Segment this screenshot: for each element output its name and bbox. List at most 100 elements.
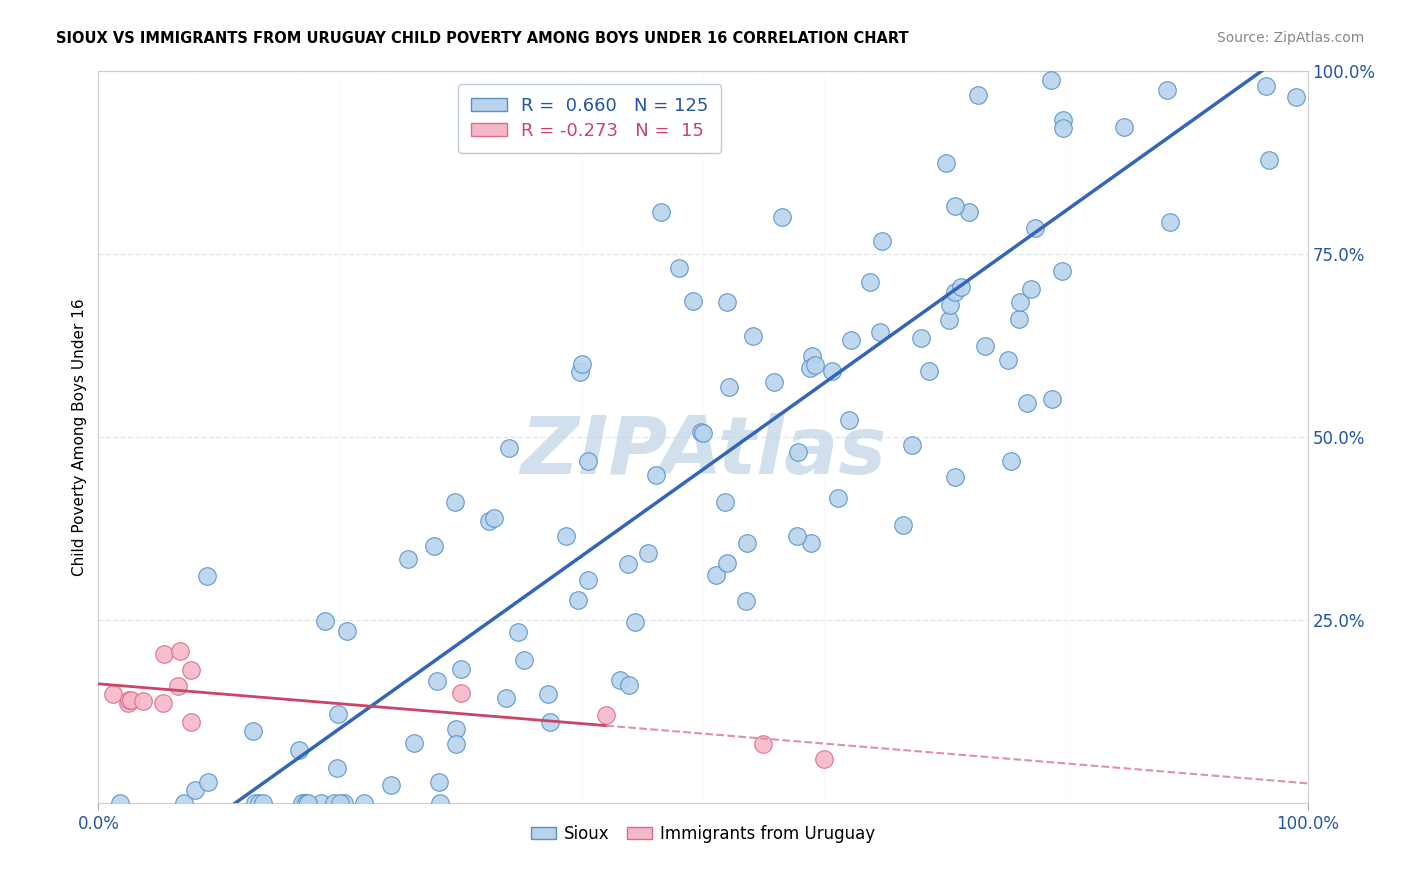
Point (242, 723, 264, 738)
Point (247, 796, 270, 810)
Point (117, 696, 139, 710)
Point (1052, 112, 1074, 127)
Point (839, 333, 862, 347)
Point (1220, 47, 1243, 62)
Point (859, 275, 882, 289)
Point (1000, 454, 1022, 468)
Point (197, 775, 219, 789)
Y-axis label: Child Poverty Among Boys Under 16: Child Poverty Among Boys Under 16 (72, 298, 87, 576)
Point (1010, 294, 1032, 309)
Point (692, 426, 714, 441)
Point (918, 364, 941, 378)
Point (813, 752, 835, 766)
Point (173, 796, 195, 810)
Point (1258, 153, 1281, 168)
Point (770, 211, 793, 225)
Point (957, 205, 980, 219)
Point (478, 514, 501, 528)
Point (650, 205, 672, 219)
Point (422, 539, 444, 553)
Point (131, 694, 153, 708)
Point (329, 796, 352, 810)
Point (943, 199, 966, 213)
Point (537, 687, 560, 701)
Point (713, 494, 735, 508)
Point (294, 796, 316, 810)
Point (167, 679, 190, 693)
Point (869, 325, 891, 339)
Point (103, 687, 125, 701)
Point (1240, 28, 1263, 42)
Point (498, 441, 520, 455)
Point (800, 535, 823, 549)
Point (287, 742, 309, 756)
Point (1121, 45, 1143, 60)
Point (252, 796, 274, 810)
Point (108, 796, 131, 810)
Point (949, 280, 972, 294)
Point (1159, 28, 1181, 42)
Point (624, 615, 647, 630)
Point (1019, 282, 1042, 296)
Point (821, 364, 844, 378)
Point (426, 674, 449, 689)
Point (609, 673, 631, 687)
Point (637, 546, 659, 560)
Point (153, 647, 176, 661)
Point (704, 568, 727, 582)
Point (617, 678, 640, 692)
Point (690, 425, 713, 439)
Point (716, 295, 738, 310)
Point (513, 653, 536, 667)
Point (180, 714, 202, 729)
Point (180, 663, 202, 677)
Point (325, 761, 347, 775)
Point (314, 614, 336, 628)
Point (450, 686, 472, 700)
Point (595, 708, 617, 723)
Point (786, 529, 808, 543)
Point (997, 353, 1019, 368)
Point (1024, 221, 1046, 235)
Point (322, 796, 344, 810)
Point (838, 413, 860, 427)
Point (762, 376, 785, 390)
Point (967, 87, 990, 102)
Point (197, 569, 219, 583)
Point (538, 715, 561, 730)
Point (311, 796, 333, 810)
Point (645, 468, 668, 483)
Point (891, 518, 914, 533)
Point (380, 778, 402, 792)
Point (1126, 28, 1149, 42)
Point (804, 358, 827, 372)
Point (396, 551, 419, 566)
Point (495, 690, 517, 705)
Point (668, 261, 690, 276)
Point (444, 722, 467, 736)
Point (444, 737, 467, 751)
Point (682, 293, 704, 308)
Point (508, 624, 530, 639)
Point (900, 438, 922, 452)
Point (735, 594, 758, 608)
Point (1050, 264, 1073, 278)
Point (482, 511, 505, 525)
Point (120, 693, 142, 707)
Point (910, 331, 932, 345)
Point (938, 313, 960, 327)
Point (945, 470, 967, 484)
Point (716, 556, 738, 570)
Point (404, 736, 426, 750)
Point (571, 357, 593, 371)
Point (827, 491, 849, 506)
Point (326, 707, 349, 722)
Point (118, 692, 141, 706)
Point (974, 339, 997, 353)
Point (935, 156, 957, 170)
Point (741, 329, 763, 343)
Point (800, 350, 823, 364)
Legend: Sioux, Immigrants from Uruguay: Sioux, Immigrants from Uruguay (524, 818, 882, 849)
Point (169, 644, 191, 658)
Point (450, 662, 472, 676)
